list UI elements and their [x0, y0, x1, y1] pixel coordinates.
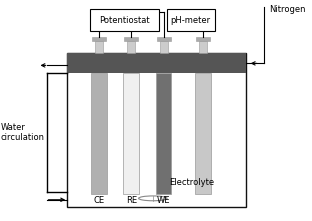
Bar	[127, 41, 135, 53]
Bar	[124, 37, 138, 41]
Bar	[157, 37, 171, 41]
Text: CE: CE	[93, 196, 105, 205]
Bar	[199, 41, 207, 53]
Ellipse shape	[139, 196, 167, 201]
Text: Water
circulation: Water circulation	[1, 123, 45, 142]
Bar	[92, 37, 106, 41]
Bar	[160, 41, 168, 53]
Text: pH-meter: pH-meter	[171, 16, 211, 25]
Bar	[91, 73, 107, 194]
Bar	[156, 73, 171, 194]
Bar	[124, 73, 139, 194]
Text: Nitrogen: Nitrogen	[269, 5, 305, 14]
Bar	[167, 10, 215, 31]
Text: RE: RE	[126, 196, 137, 205]
Text: WE: WE	[157, 196, 170, 205]
Text: Electrolyte: Electrolyte	[169, 178, 214, 187]
Bar	[195, 73, 211, 194]
Bar	[95, 41, 103, 53]
Bar	[90, 10, 158, 31]
Bar	[66, 53, 246, 207]
Text: Potentiostat: Potentiostat	[99, 16, 149, 25]
Bar	[196, 37, 210, 41]
Bar	[66, 53, 246, 73]
